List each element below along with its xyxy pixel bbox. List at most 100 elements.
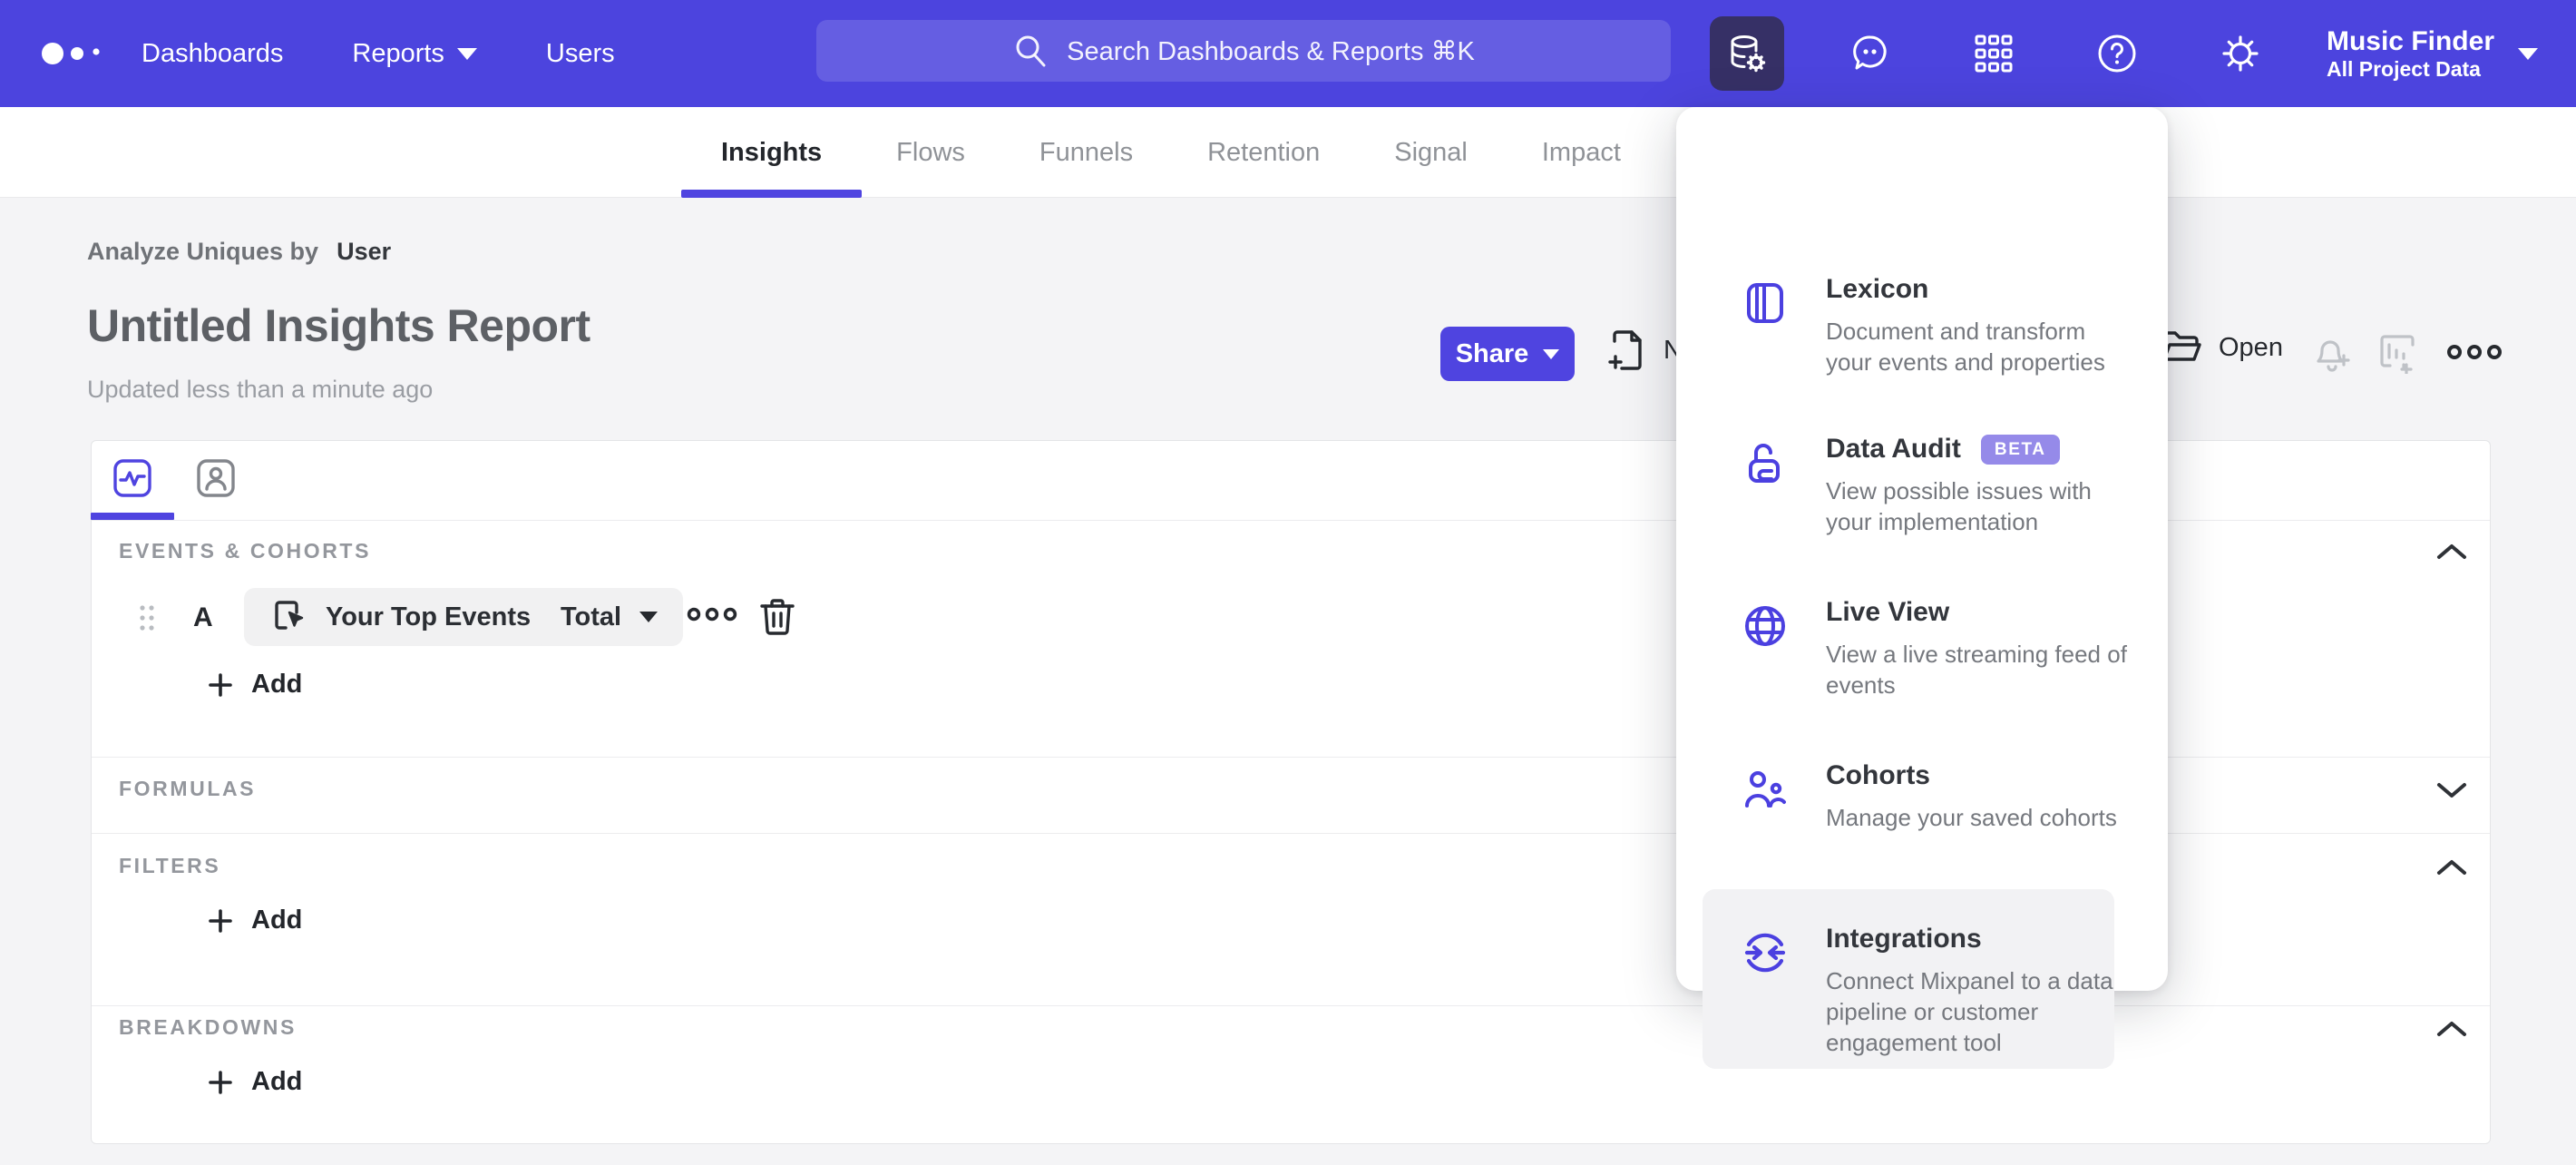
apps-grid-button[interactable]: [1956, 16, 2031, 91]
add-filter-button[interactable]: Add: [208, 906, 302, 935]
menu-item-description: Connect Mixpanel to a data pipeline or c…: [1826, 967, 2113, 1056]
filters-collapse-chevron-up-icon[interactable]: [2435, 857, 2468, 878]
events-collapse-chevron-up-icon[interactable]: [2435, 541, 2468, 563]
integrations-sync-icon: [1744, 933, 1786, 973]
share-label: Share: [1455, 338, 1529, 368]
nav-dashboards[interactable]: Dashboards: [141, 39, 283, 69]
bell-plus-icon: [2317, 340, 2350, 372]
data-management-dropdown: Lexicon Document and transform your even…: [1676, 107, 2168, 1069]
chevron-down-icon: [1543, 348, 1560, 359]
primary-nav: Dashboards Reports Users: [141, 0, 615, 107]
open-report-button[interactable]: Open: [2161, 328, 2283, 367]
menu-item-description: Document and transform your events and p…: [1826, 318, 2105, 376]
nav-label: Reports: [352, 38, 444, 68]
profiles-tab[interactable]: [195, 457, 237, 499]
person-icon: [197, 459, 235, 497]
chart-plus-icon: [2380, 335, 2415, 374]
database-gear-icon: [1731, 35, 1766, 73]
aggregation-selector-button[interactable]: Total: [535, 588, 684, 646]
filters-section-label: FILTERS: [119, 854, 221, 877]
breakdowns-collapse-chevron-up-icon[interactable]: [2435, 1018, 2468, 1040]
apps-grid-icon: [1975, 34, 2013, 73]
menu-item-title: Integrations: [1826, 924, 1982, 954]
chevron-down-icon: [456, 47, 477, 60]
add-label: Add: [251, 670, 303, 699]
menu-item-data-audit[interactable]: Data Audit BETA View possible issues wit…: [1676, 434, 2168, 537]
live-view-globe-icon: [1745, 606, 1785, 646]
report-more-menu-button[interactable]: [2445, 341, 2503, 363]
add-breakdown-button[interactable]: Add: [208, 1067, 302, 1097]
menu-item-description: View possible issues with your implement…: [1826, 477, 2092, 535]
lexicon-icon: [1747, 283, 1783, 323]
header-actions: Music Finder All Project Data: [1709, 0, 2538, 107]
plus-icon: [209, 1070, 232, 1094]
plus-icon: [209, 672, 232, 697]
report-tab-bar: Insights Flows Funnels Retention Signal …: [0, 107, 2576, 198]
open-label: Open: [2219, 332, 2283, 362]
menu-item-title: Data Audit: [1826, 434, 1961, 464]
menu-item-live-view[interactable]: Live View View a live streaming feed of …: [1676, 597, 2168, 700]
add-event-button[interactable]: Add: [208, 670, 302, 700]
events-section-label: EVENTS & COHORTS: [119, 539, 372, 563]
mixpanel-logo[interactable]: [36, 33, 112, 74]
project-scope: All Project Data: [2326, 57, 2481, 82]
menu-item-description: View a live streaming feed of events: [1826, 641, 2127, 699]
create-alert-button: [2311, 332, 2353, 374]
event-selector-button[interactable]: Your Top Events: [244, 588, 557, 646]
analyze-by-selector[interactable]: User: [337, 238, 392, 265]
tab-signal[interactable]: Signal: [1394, 137, 1468, 167]
top-navigation-bar: Dashboards Reports Users Search Dashboar…: [0, 0, 2576, 107]
more-horizontal-icon: [687, 607, 737, 622]
nav-users[interactable]: Users: [546, 39, 615, 69]
delete-event-trash-icon[interactable]: [758, 597, 796, 637]
data-management-button[interactable]: [1709, 16, 1784, 91]
series-letter: A: [193, 602, 213, 632]
menu-item-cohorts[interactable]: Cohorts Manage your saved cohorts: [1676, 760, 2168, 833]
help-icon: [2098, 34, 2136, 73]
global-search-input[interactable]: Search Dashboards & Reports ⌘K: [816, 20, 1671, 82]
tab-insights[interactable]: Insights: [680, 107, 863, 198]
formulas-expand-chevron-down-icon[interactable]: [2435, 779, 2468, 801]
add-label: Add: [251, 1067, 303, 1096]
report-title[interactable]: Untitled Insights Report: [87, 300, 590, 351]
feedback-button[interactable]: [1833, 16, 1908, 91]
project-name: Music Finder: [2326, 25, 2494, 56]
tab-funnels[interactable]: Funnels: [1039, 137, 1134, 167]
data-audit-lock-icon: [1749, 444, 1780, 483]
search-placeholder: Search Dashboards & Reports ⌘K: [1067, 36, 1475, 66]
settings-button[interactable]: [2203, 16, 2278, 91]
pulse-chart-icon: [113, 459, 151, 497]
analyze-label: Analyze Uniques by: [87, 238, 319, 265]
divider: [92, 520, 2490, 521]
project-switcher[interactable]: Music Finder All Project Data: [2327, 26, 2538, 82]
formulas-section-label: FORMULAS: [119, 777, 257, 800]
tab-impact[interactable]: Impact: [1541, 137, 1621, 167]
analyze-uniques-row: Analyze Uniques by User: [87, 238, 391, 266]
menu-item-lexicon[interactable]: Lexicon Document and transform your even…: [1676, 274, 2168, 377]
aggregation-value: Total: [561, 602, 622, 631]
divider: [92, 1005, 2490, 1006]
tab-retention[interactable]: Retention: [1207, 137, 1321, 167]
feedback-chat-icon: [1853, 35, 1887, 70]
divider: [92, 833, 2490, 834]
metrics-tab[interactable]: [112, 457, 153, 499]
drag-handle-icon[interactable]: [139, 604, 155, 631]
event-row-more-button[interactable]: [686, 604, 738, 624]
menu-item-integrations[interactable]: Integrations Connect Mixpanel to a data …: [1676, 924, 2168, 1058]
menu-item-description: Manage your saved cohorts: [1826, 804, 2117, 831]
share-button[interactable]: Share: [1440, 327, 1575, 381]
divider: [92, 757, 2490, 758]
chevron-down-icon: [639, 612, 659, 622]
add-chart-button: [2376, 332, 2418, 374]
active-tab-underline: [91, 513, 174, 520]
report-updated-status: Updated less than a minute ago: [87, 376, 434, 403]
nav-reports[interactable]: Reports: [352, 39, 477, 69]
menu-item-title: Lexicon: [1826, 274, 1929, 304]
event-name: Your Top Events: [326, 602, 532, 631]
menu-item-highlight: [1703, 889, 2114, 1069]
event-click-icon: [275, 601, 304, 630]
tab-flows[interactable]: Flows: [896, 137, 965, 167]
plus-icon: [209, 908, 232, 933]
help-button[interactable]: [2080, 16, 2154, 91]
